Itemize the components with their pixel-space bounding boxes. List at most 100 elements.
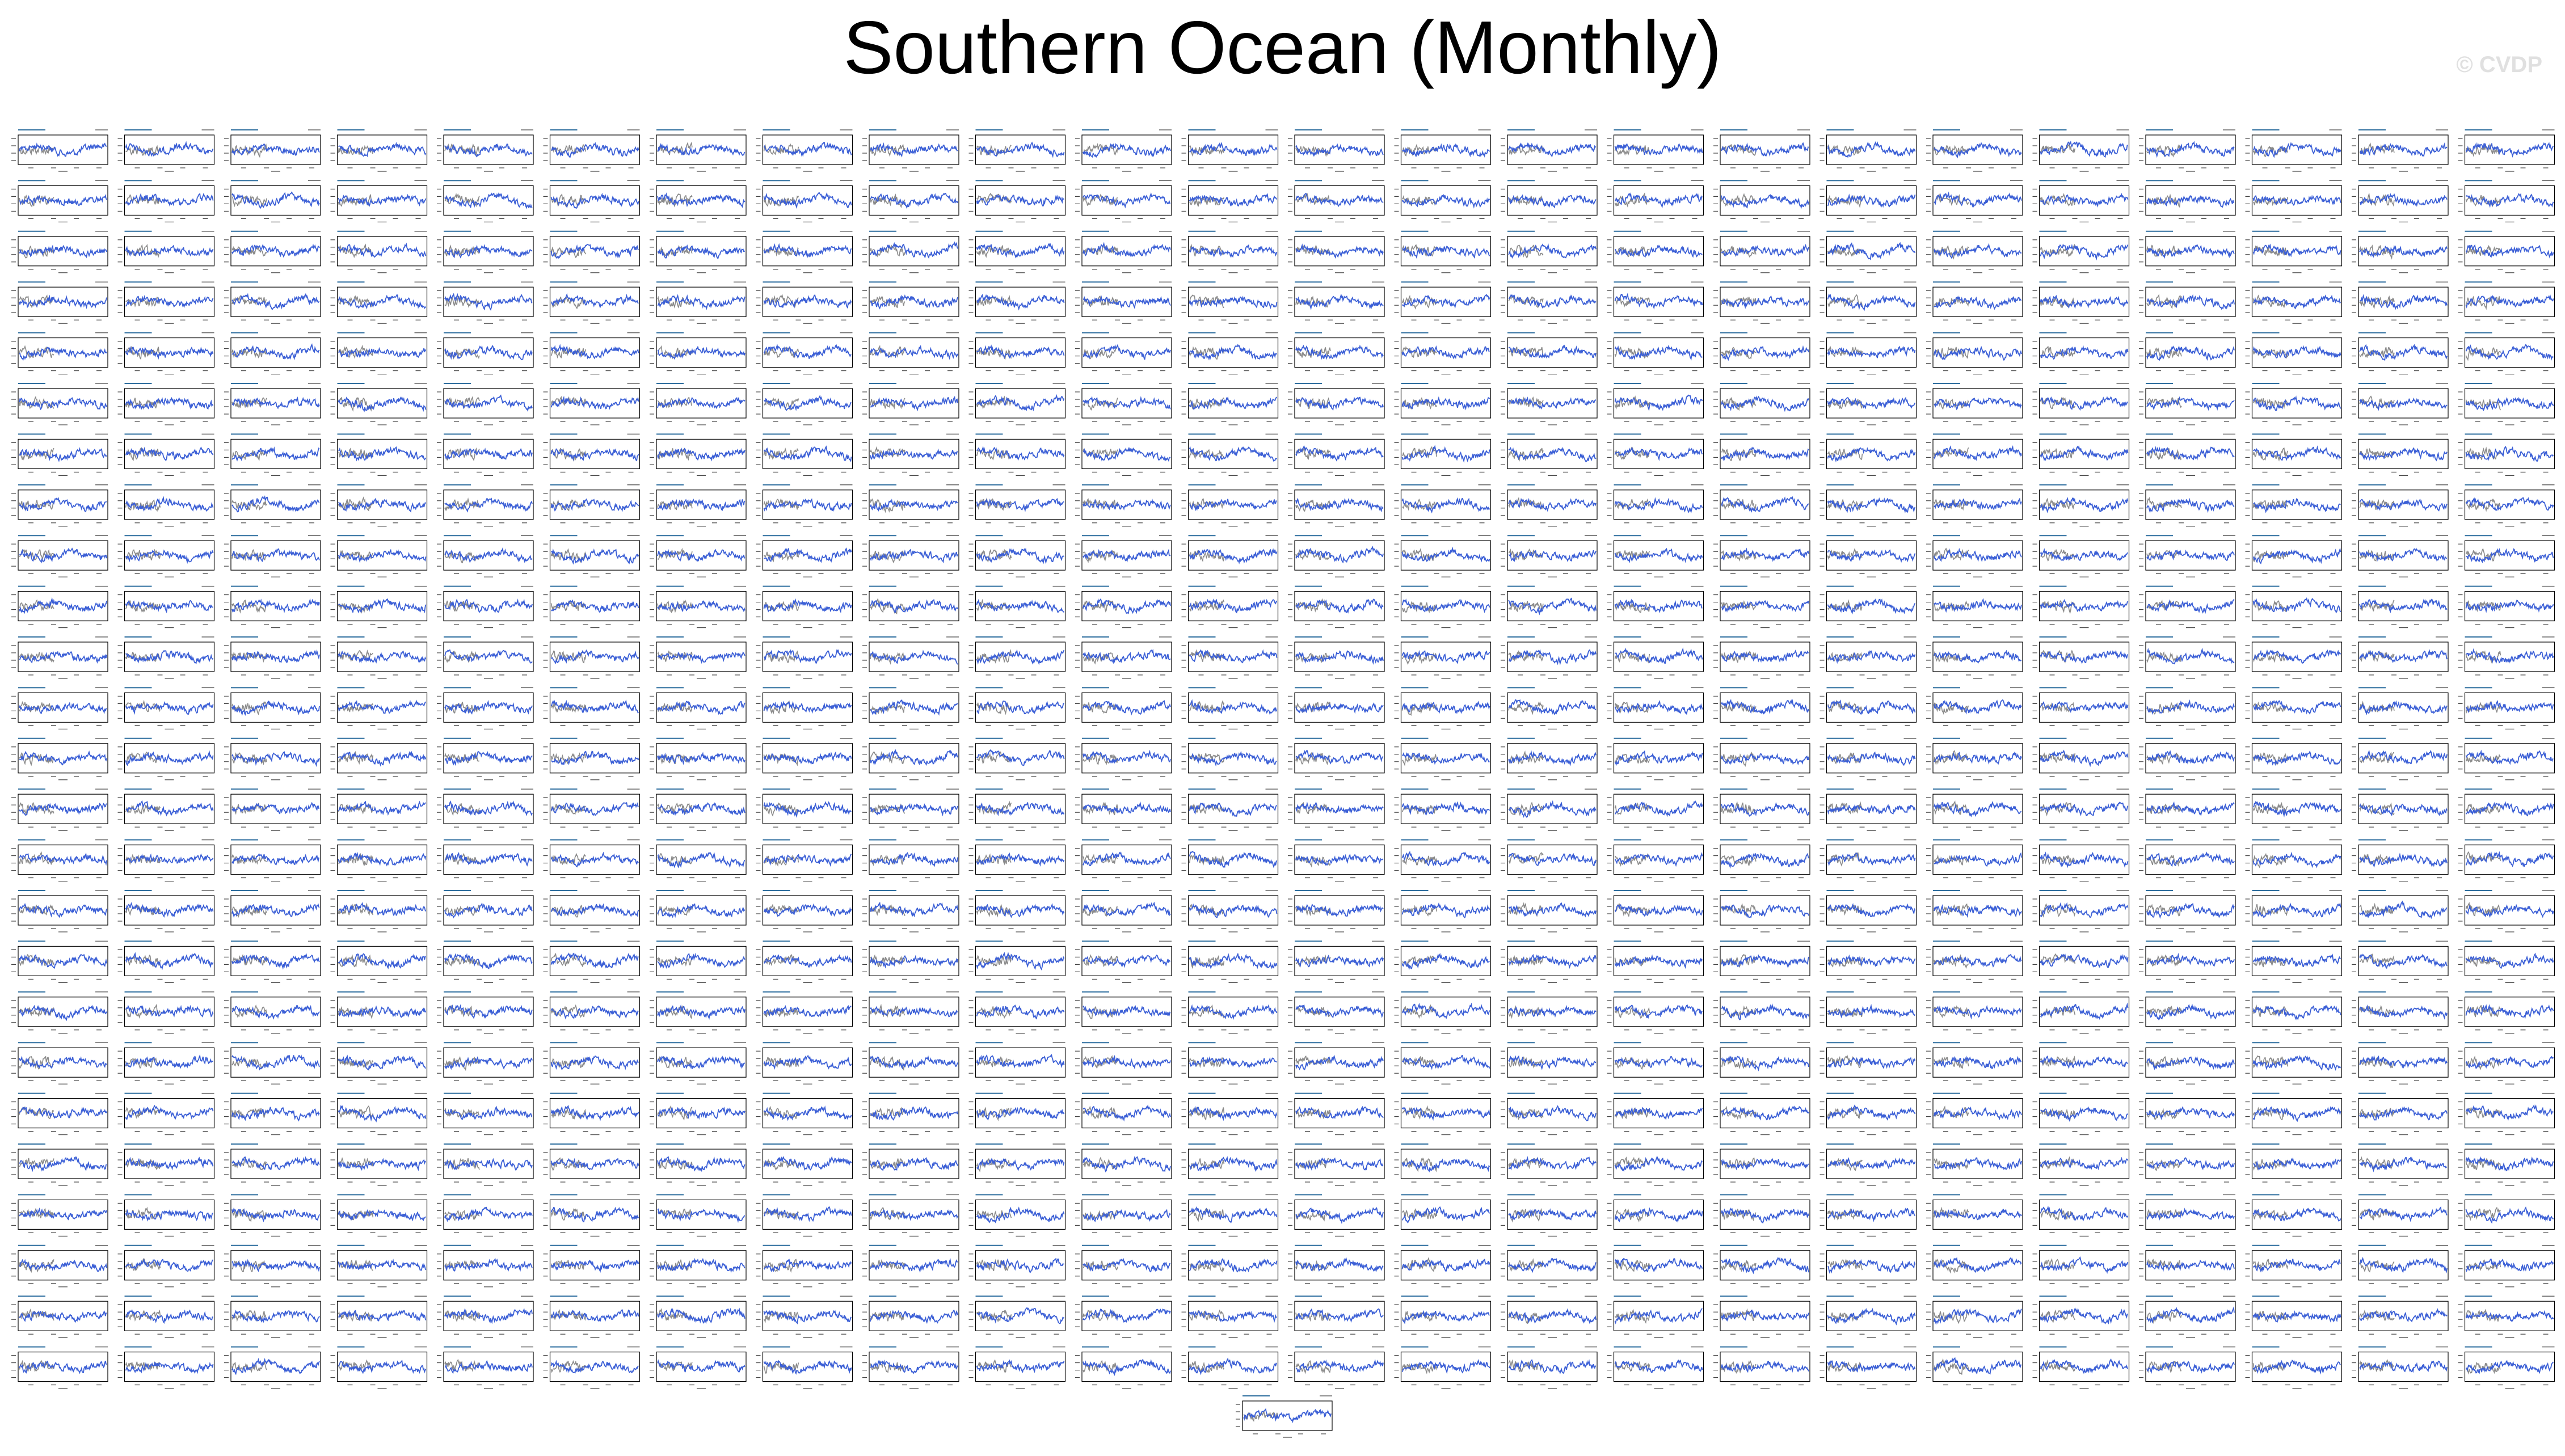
member-series-line [657,143,746,156]
obs-series-line [1508,548,1544,561]
panel [11,636,108,679]
member-series-line [1721,446,1809,461]
panel [1075,636,1172,679]
panel-frame [1613,388,1704,419]
panel-frame [1720,692,1810,723]
member-series-line [976,446,1065,461]
panel [1607,636,1704,679]
member-series-line [2252,597,2341,614]
member-series-line [870,142,958,158]
obs-series-line [1401,652,1438,665]
member-series-line [550,498,639,512]
member-series-line [2146,345,2235,361]
panel [437,737,534,780]
panel [862,332,959,375]
member-series-line [1189,142,1278,157]
panel-frame [2358,438,2449,470]
obs-series-line [125,600,161,613]
member-series-line [1934,142,2022,159]
member-series-line [2465,497,2554,511]
member-series-line [1401,546,1490,563]
panel [330,129,428,172]
panel [1501,332,1598,375]
panel-frame [1187,642,1279,672]
obs-series-line [338,602,374,614]
member-series-line [976,141,1065,158]
member-series-line [1189,802,1278,817]
member-series-line [2465,193,2554,208]
panel [1394,585,1492,628]
panel-frame [1826,236,1917,267]
panel [1926,230,2023,273]
panel [1394,332,1492,375]
panel [2032,180,2130,222]
member-series-line [338,446,427,462]
panel [1288,585,1385,628]
panel [1926,484,2023,527]
panel-frame [1613,642,1704,672]
panel-frame [2038,794,2130,824]
panel [1926,636,2023,679]
panel [2458,535,2555,577]
panel [1394,788,1492,831]
panel [224,636,321,679]
member-series-line [1614,598,1703,614]
member-series-line [1508,597,1597,615]
obs-series-line [1402,446,1438,459]
panel-frame [549,489,641,520]
member-series-line [2465,294,2554,309]
panel [117,383,215,425]
member-series-line [1721,699,1809,715]
member-series-line [1934,649,2021,664]
panel [1713,433,1810,476]
member-series-line [2359,447,2448,462]
panel-frame [2358,388,2449,419]
member-series-line [2359,193,2448,208]
member-series-line [763,344,852,359]
obs-series-line [2252,701,2289,712]
panel [224,129,321,172]
obs-series-line [763,143,799,155]
member-series-line [1083,648,1171,664]
panel [2032,585,2130,628]
member-series-line [1402,752,1490,765]
panel [117,230,215,273]
obs-series-line [19,145,54,156]
member-series-line [976,547,1064,564]
member-series-line [1402,143,1490,158]
panel-frame [2358,590,2449,622]
member-series-line [1083,598,1171,614]
member-series-line [125,549,214,564]
panel [1075,535,1172,577]
member-series-line [1721,753,1809,766]
member-series-line [2465,445,2554,462]
panel [2458,332,2555,375]
member-series-line [1721,295,1809,309]
member-series-line [763,598,852,614]
obs-series-line [125,548,161,561]
member-series-line [1721,547,1809,562]
member-series-line [1508,648,1597,665]
panel [2245,433,2343,476]
panel-frame [2358,185,2449,216]
panel [2245,687,2343,730]
obs-series-line [2252,752,2289,766]
obs-series-line [2252,294,2289,308]
panel [1501,535,1598,577]
member-series-line [1721,142,1809,157]
member-series-line [2465,749,2554,765]
panel [968,484,1066,527]
panel [2139,484,2236,527]
panel [437,585,534,628]
panel [437,281,534,324]
member-series-line [763,141,852,157]
panel-frame [869,236,959,267]
obs-series-line [1721,700,1757,713]
obs-series-line [1189,243,1225,257]
panel [1181,180,1279,222]
obs-series-line [1721,801,1757,815]
obs-series-line [338,550,374,562]
panel [2245,281,2343,324]
panel-frame [1613,185,1704,216]
